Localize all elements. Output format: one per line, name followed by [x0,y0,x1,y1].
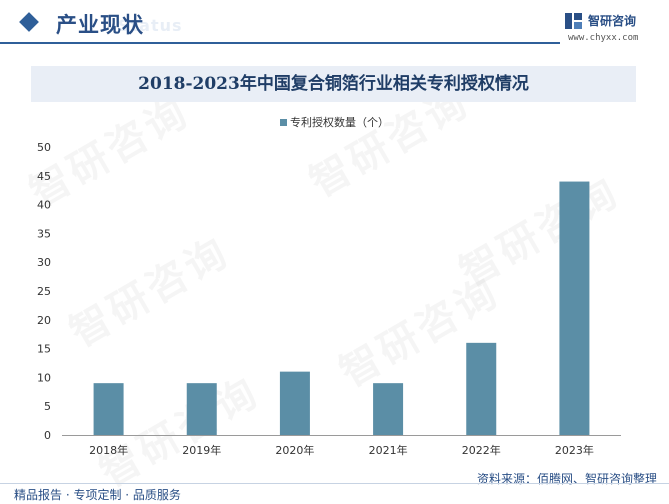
x-tick-label: 2021年 [369,443,408,457]
y-tick-label: 20 [37,314,51,327]
y-tick-label: 50 [37,141,51,154]
brand-name: 智研咨询 [588,14,637,28]
brand-url: www.chyxx.com [568,33,639,43]
bar [373,383,404,435]
footer-divider [0,483,669,484]
section-ghost-text: Status [118,16,183,35]
y-tick-label: 30 [37,256,51,269]
y-tick-label: 5 [44,400,51,413]
bar [279,371,310,435]
y-tick-label: 25 [37,285,51,298]
page-footer: 资料来源：佰腾网、智研咨询整理 精品报告 · 专项定制 · 品质服务 [0,470,669,504]
x-tick-label: 2023年 [555,443,594,457]
footer-source: 资料来源：佰腾网、智研咨询整理 [476,472,657,486]
y-tick-label: 0 [44,429,51,442]
chart-title-band: 2018-2023年中国复合铜箔行业相关专利授权情况 [31,66,636,102]
bar-chart: 0 5 10 15 20 25 30 35 40 45 50 2018年 2019年 2020年 2021年… [37,141,621,457]
x-tick-label: 2020年 [275,443,314,457]
brand-mark-icon [565,13,582,29]
section-title: 产业现状 [56,13,144,37]
x-tick-label: 2019年 [182,443,221,457]
brand-logo: 智研咨询 www.chyxx.com [564,10,668,44]
footer-tagline: 精品报告 · 专项定制 · 品质服务 [14,488,181,502]
bar [466,342,497,435]
y-tick-label: 35 [37,227,51,240]
y-tick-label: 40 [37,199,51,212]
x-tick-label: 2018年 [89,443,128,457]
chart-legend: 专利授权数量（个） [0,114,669,130]
bar [559,181,590,435]
y-tick-label: 10 [37,371,51,384]
y-tick-label: 15 [37,343,51,356]
x-tick-label: 2022年 [462,443,501,457]
bar [186,383,217,435]
y-tick-label: 45 [37,170,51,183]
legend-label: 专利授权数量（个） [290,116,389,129]
page-header: Status 产业现状 智研咨询 www.chyxx.com [0,0,669,48]
chart-title: 2018-2023年中国复合铜箔行业相关专利授权情况 [138,74,529,94]
bar [93,383,124,435]
header-divider [0,42,560,44]
legend-swatch [280,119,287,126]
